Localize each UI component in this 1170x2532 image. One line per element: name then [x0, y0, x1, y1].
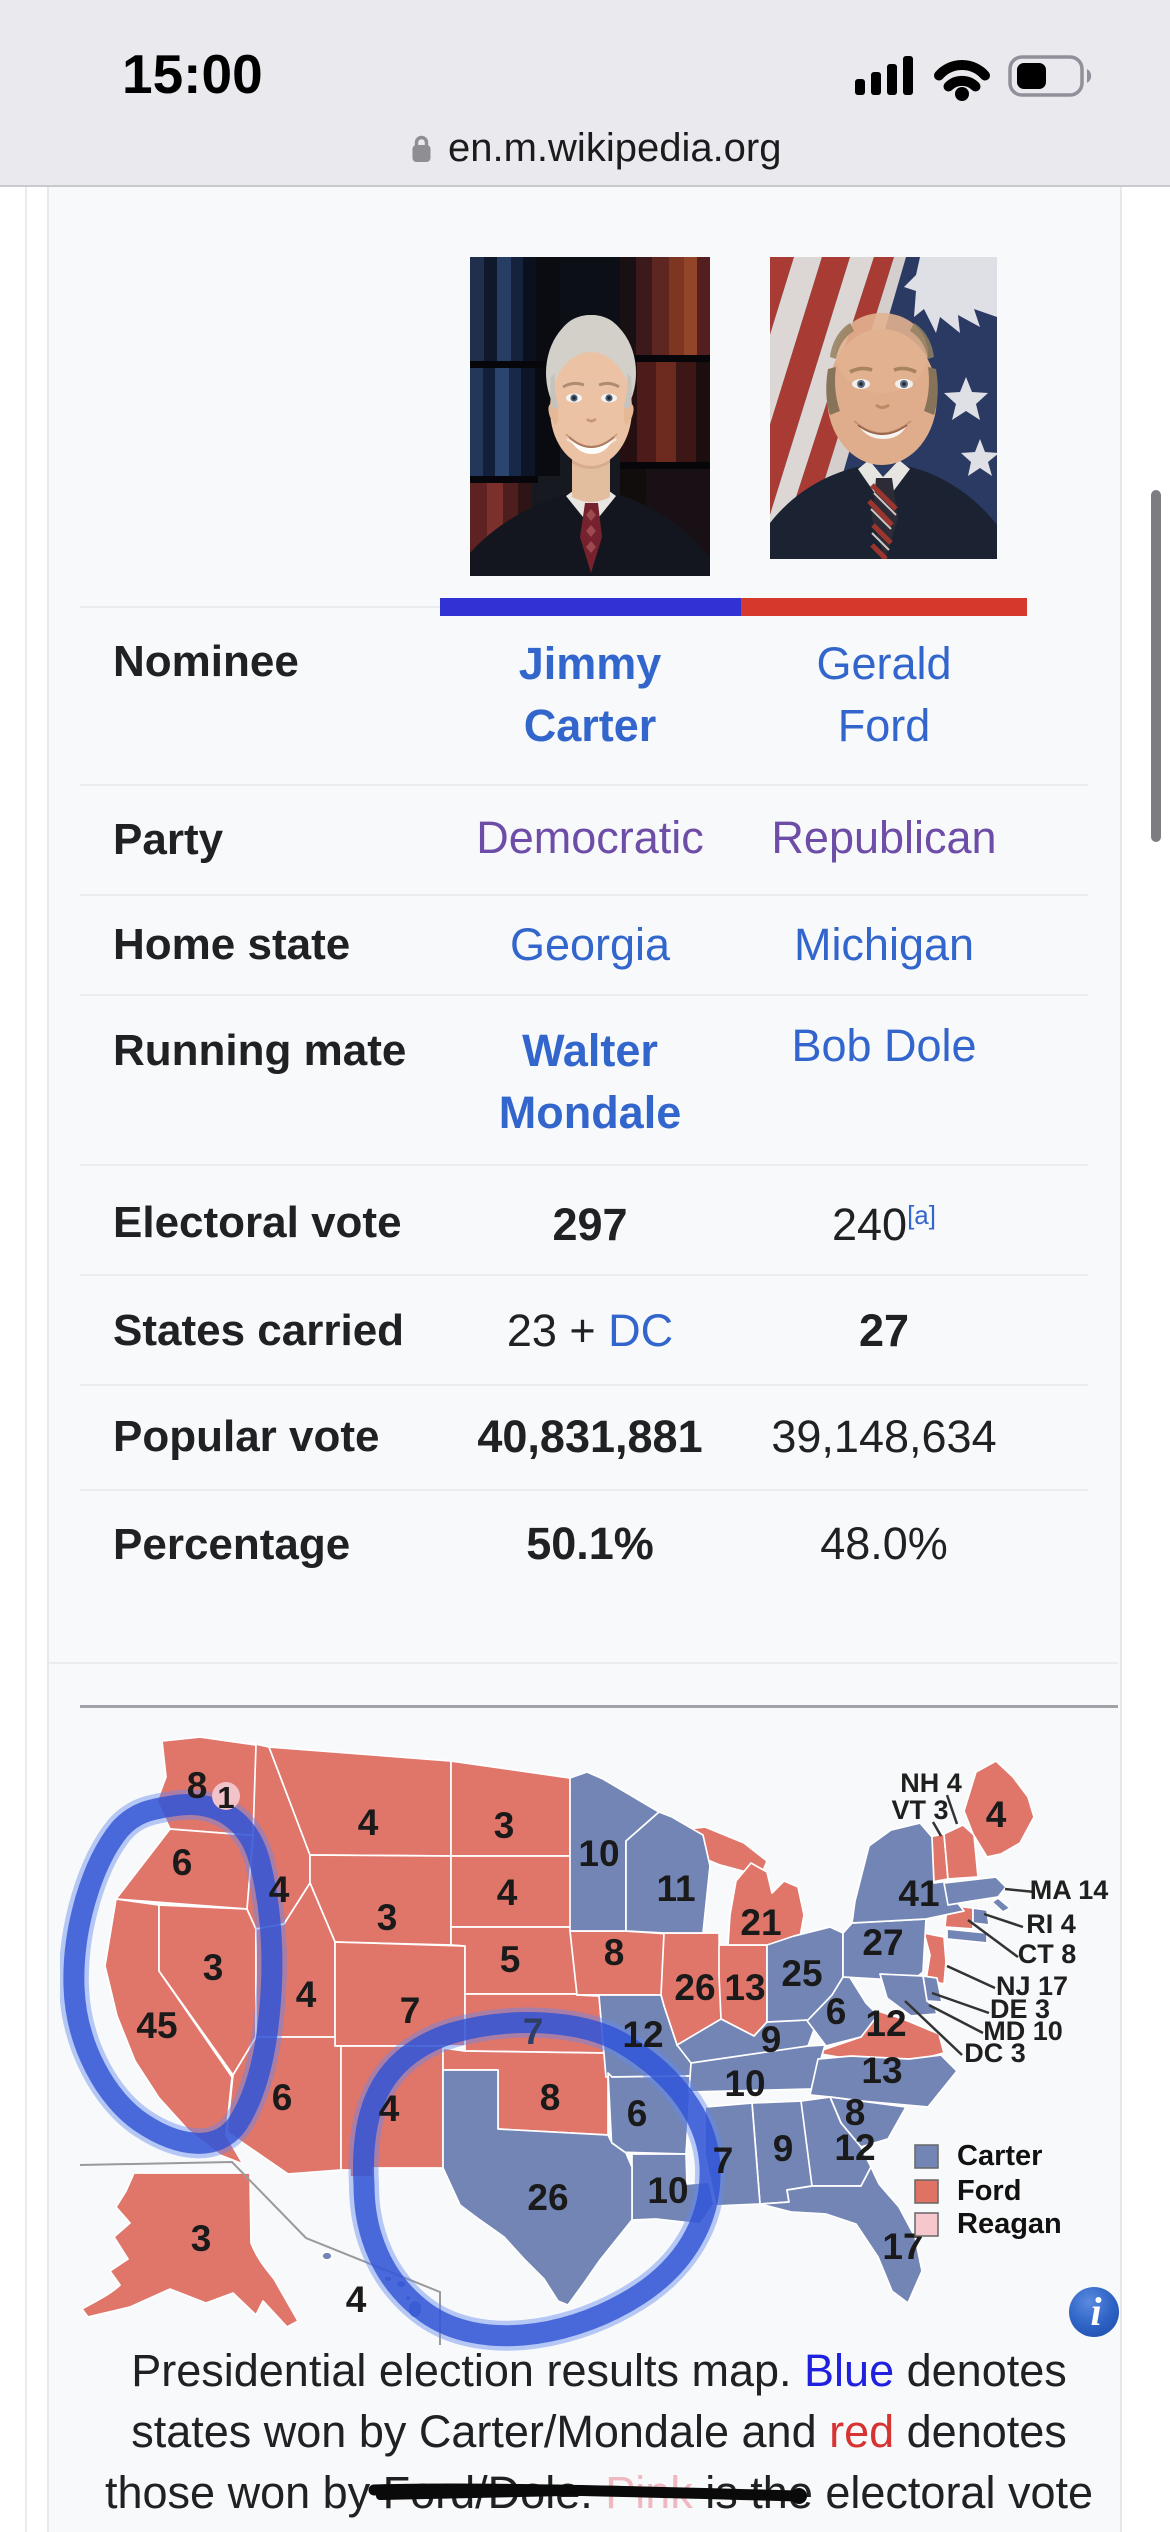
svg-text:NH 4: NH 4: [900, 1768, 962, 1798]
svg-text:Carter: Carter: [957, 2140, 1042, 2172]
svg-text:8: 8: [845, 2092, 866, 2133]
svg-text:MA 14: MA 14: [1030, 1875, 1109, 1905]
svg-text:5: 5: [500, 1939, 521, 1980]
svg-text:4: 4: [358, 1802, 379, 1843]
svg-text:4: 4: [379, 2088, 400, 2129]
svg-text:45: 45: [136, 2005, 177, 2046]
svg-text:41: 41: [898, 1873, 939, 1914]
svg-text:3: 3: [494, 1805, 515, 1846]
svg-text:1: 1: [217, 1780, 234, 1815]
svg-text:4: 4: [986, 1794, 1007, 1835]
svg-text:MD 10: MD 10: [983, 2016, 1063, 2046]
svg-text:7: 7: [523, 2011, 544, 2052]
svg-text:12: 12: [622, 2014, 663, 2055]
svg-text:8: 8: [540, 2077, 561, 2118]
svg-text:6: 6: [272, 2077, 293, 2118]
svg-text:10: 10: [647, 2170, 688, 2211]
svg-text:3: 3: [377, 1897, 398, 1938]
svg-text:3: 3: [191, 2218, 212, 2259]
svg-text:12: 12: [834, 2127, 875, 2168]
svg-text:4: 4: [269, 1869, 290, 1910]
svg-text:21: 21: [740, 1902, 781, 1943]
svg-text:4: 4: [497, 1872, 518, 1913]
svg-text:9: 9: [761, 2019, 782, 2060]
svg-text:9: 9: [773, 2128, 794, 2169]
svg-text:3: 3: [203, 1947, 224, 1988]
svg-text:25: 25: [781, 1953, 822, 1994]
svg-text:7: 7: [713, 2140, 734, 2181]
svg-text:VT 3: VT 3: [891, 1795, 948, 1825]
svg-text:7: 7: [400, 1990, 421, 2031]
svg-text:4: 4: [346, 2279, 367, 2320]
svg-text:DE 3: DE 3: [990, 1994, 1050, 2024]
svg-text:Ford: Ford: [957, 2175, 1021, 2207]
svg-text:4: 4: [296, 1974, 317, 2015]
svg-text:13: 13: [724, 1967, 765, 2008]
svg-text:6: 6: [627, 2093, 648, 2134]
svg-text:10: 10: [578, 1833, 619, 1874]
svg-text:26: 26: [527, 2177, 568, 2218]
svg-text:CT 8: CT 8: [1018, 1939, 1077, 1969]
svg-text:11: 11: [656, 1868, 695, 1909]
svg-text:8: 8: [187, 1765, 208, 1806]
svg-text:10: 10: [724, 2063, 765, 2104]
svg-text:26: 26: [674, 1967, 715, 2008]
svg-text:RI 4: RI 4: [1026, 1909, 1076, 1939]
svg-text:i: i: [1090, 2289, 1101, 2334]
svg-text:27: 27: [862, 1922, 903, 1963]
svg-text:NJ 17: NJ 17: [996, 1971, 1068, 2001]
svg-text:6: 6: [826, 1991, 847, 2032]
svg-text:Reagan: Reagan: [957, 2208, 1062, 2240]
svg-text:8: 8: [604, 1932, 625, 1973]
svg-text:13: 13: [861, 2050, 902, 2091]
svg-text:12: 12: [865, 2003, 906, 2044]
svg-text:DC 3: DC 3: [964, 2038, 1026, 2068]
svg-text:6: 6: [172, 1842, 193, 1883]
